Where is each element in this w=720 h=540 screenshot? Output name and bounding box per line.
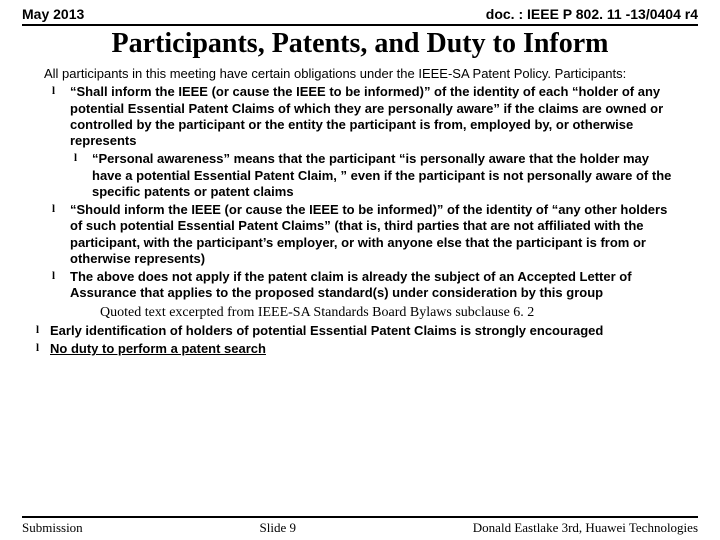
bullet-no-duty: No duty to perform a patent search bbox=[50, 341, 676, 357]
bullet-should-inform: “Should inform the IEEE (or cause the IE… bbox=[70, 202, 676, 267]
quoted-source: Quoted text excerpted from IEEE-SA Stand… bbox=[44, 304, 676, 322]
footer-left: Submission bbox=[22, 520, 83, 536]
intro-text: All participants in this meeting have ce… bbox=[44, 66, 676, 82]
header-doc-id: doc. : IEEE P 802. 11 -13/0404 r4 bbox=[486, 6, 698, 22]
bullet-early-id: Early identification of holders of poten… bbox=[50, 323, 676, 339]
slide-title: Participants, Patents, and Duty to Infor… bbox=[0, 28, 720, 60]
bullet-personal-awareness: “Personal awareness” means that the part… bbox=[92, 151, 676, 200]
footer-slide-number: Slide 9 bbox=[260, 520, 296, 536]
bullet-no-duty-text: No duty to perform a patent search bbox=[50, 341, 266, 356]
bullet-not-apply: The above does not apply if the patent c… bbox=[70, 269, 676, 302]
footer-rule bbox=[22, 516, 698, 518]
slide-body: All participants in this meeting have ce… bbox=[0, 60, 720, 358]
footer-author: Donald Eastlake 3rd, Huawei Technologies bbox=[473, 520, 698, 536]
header-date: May 2013 bbox=[22, 6, 84, 22]
bullet-shall-inform: “Shall inform the IEEE (or cause the IEE… bbox=[70, 84, 676, 149]
header-rule bbox=[22, 24, 698, 26]
